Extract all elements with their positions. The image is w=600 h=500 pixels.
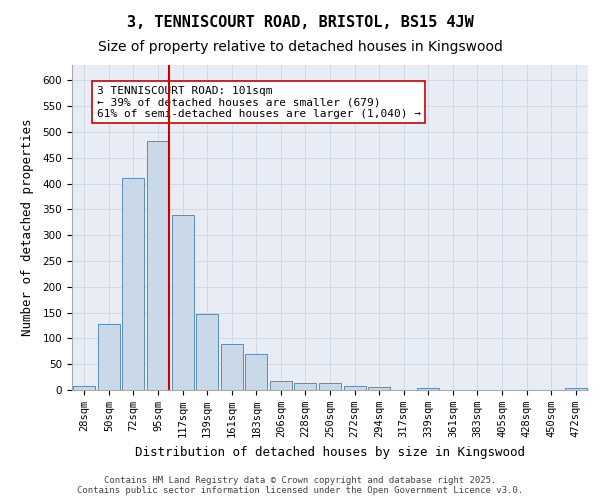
Bar [319,384,341,390]
Bar [270,381,292,390]
Bar [122,178,145,390]
Text: Size of property relative to detached houses in Kingswood: Size of property relative to detached ho… [98,40,502,54]
X-axis label: Distribution of detached houses by size in Kingswood: Distribution of detached houses by size … [135,446,525,458]
Bar [147,141,169,390]
Bar [565,388,587,390]
Bar [221,344,243,390]
Bar [196,314,218,390]
Y-axis label: Number of detached properties: Number of detached properties [21,118,34,336]
Bar [344,386,365,390]
Text: Contains HM Land Registry data © Crown copyright and database right 2025.
Contai: Contains HM Land Registry data © Crown c… [77,476,523,495]
Text: 3, TENNISCOURT ROAD, BRISTOL, BS15 4JW: 3, TENNISCOURT ROAD, BRISTOL, BS15 4JW [127,15,473,30]
Bar [368,388,390,390]
Text: 3 TENNISCOURT ROAD: 101sqm
← 39% of detached houses are smaller (679)
61% of sem: 3 TENNISCOURT ROAD: 101sqm ← 39% of deta… [97,86,421,119]
Bar [172,214,194,390]
Bar [98,324,120,390]
Bar [417,388,439,390]
Bar [245,354,268,390]
Bar [295,384,316,390]
Bar [73,386,95,390]
